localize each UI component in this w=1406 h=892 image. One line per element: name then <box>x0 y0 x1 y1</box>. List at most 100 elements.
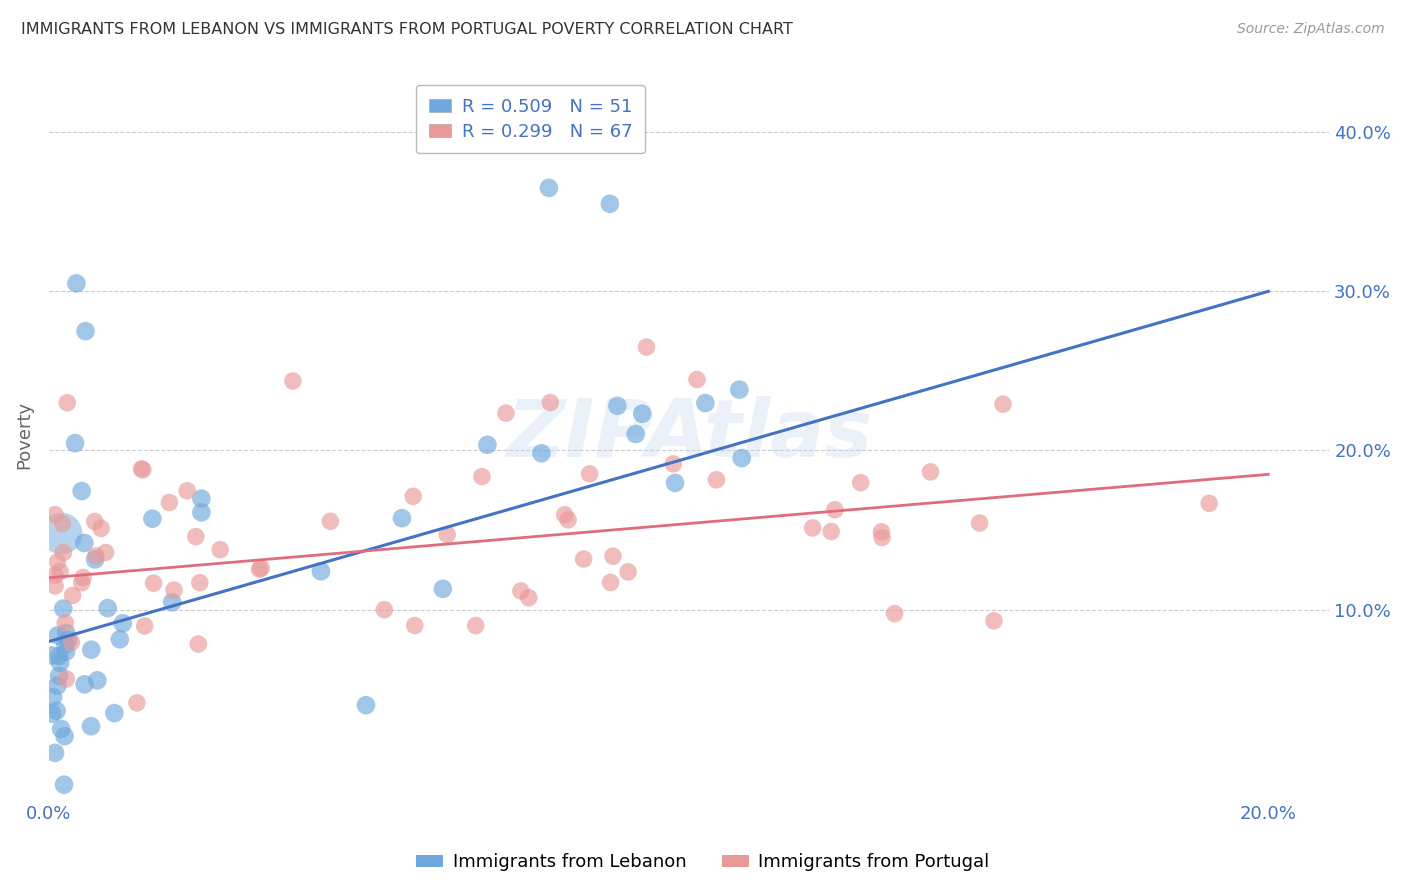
Point <box>686 373 709 387</box>
Point <box>870 524 893 539</box>
Point <box>250 561 273 575</box>
Point <box>73 677 96 691</box>
Point <box>354 698 377 713</box>
Point <box>883 607 905 621</box>
Point <box>249 562 271 576</box>
Point <box>578 467 600 481</box>
Point <box>94 545 117 559</box>
Point <box>471 469 494 483</box>
Point <box>70 484 93 499</box>
Point <box>402 489 425 503</box>
Point <box>824 502 846 516</box>
Point <box>134 619 156 633</box>
Point <box>53 615 76 630</box>
Point <box>44 568 66 582</box>
Point <box>983 614 1005 628</box>
Point <box>49 565 72 579</box>
Point <box>108 632 131 647</box>
Point <box>51 516 73 531</box>
Point <box>537 181 560 195</box>
Point <box>80 642 103 657</box>
Point <box>163 583 186 598</box>
Point <box>436 527 458 541</box>
Point <box>84 549 107 563</box>
Point <box>44 746 66 760</box>
Point <box>599 575 621 590</box>
Point <box>187 637 209 651</box>
Point <box>391 511 413 525</box>
Point <box>51 722 73 736</box>
Point <box>46 628 69 642</box>
Point <box>1198 496 1220 510</box>
Point <box>86 673 108 688</box>
Point <box>131 462 153 476</box>
Point <box>184 530 207 544</box>
Point <box>309 564 332 578</box>
Point <box>991 397 1014 411</box>
Point <box>631 407 654 421</box>
Legend: R = 0.509   N = 51, R = 0.299   N = 67: R = 0.509 N = 51, R = 0.299 N = 67 <box>416 85 645 153</box>
Point <box>65 277 87 291</box>
Point <box>870 531 893 545</box>
Point <box>599 196 621 211</box>
Point <box>53 729 76 743</box>
Point <box>209 542 232 557</box>
Point <box>404 618 426 632</box>
Point <box>52 545 75 559</box>
Y-axis label: Poverty: Poverty <box>15 401 32 468</box>
Point <box>801 521 824 535</box>
Point <box>636 340 658 354</box>
Point <box>90 521 112 535</box>
Point <box>53 778 76 792</box>
Point <box>42 690 65 705</box>
Point <box>432 582 454 596</box>
Point <box>52 601 75 615</box>
Point <box>41 706 63 721</box>
Point <box>464 618 486 632</box>
Point <box>477 438 499 452</box>
Point <box>554 508 576 522</box>
Point <box>538 395 561 409</box>
Point <box>142 576 165 591</box>
Point <box>624 427 647 442</box>
Point <box>111 616 134 631</box>
Point <box>51 526 73 541</box>
Point <box>125 696 148 710</box>
Point <box>103 706 125 720</box>
Point <box>728 383 751 397</box>
Point <box>319 514 342 528</box>
Point <box>72 570 94 584</box>
Point <box>41 648 63 663</box>
Point <box>664 475 686 490</box>
Point <box>849 475 872 490</box>
Point <box>62 589 84 603</box>
Point <box>920 465 942 479</box>
Point <box>176 483 198 498</box>
Point <box>60 635 83 649</box>
Point <box>46 679 69 693</box>
Point <box>84 552 107 566</box>
Point <box>160 595 183 609</box>
Point <box>557 513 579 527</box>
Point <box>695 396 717 410</box>
Point <box>820 524 842 539</box>
Point <box>190 491 212 506</box>
Point <box>83 515 105 529</box>
Point <box>141 511 163 525</box>
Point <box>530 446 553 460</box>
Point <box>617 565 640 579</box>
Point <box>517 591 540 605</box>
Point <box>97 601 120 615</box>
Point <box>53 638 76 652</box>
Point <box>80 719 103 733</box>
Point <box>572 552 595 566</box>
Point <box>509 584 531 599</box>
Point <box>55 625 77 640</box>
Point <box>132 463 155 477</box>
Point <box>281 374 304 388</box>
Point <box>662 457 685 471</box>
Point <box>44 508 66 522</box>
Text: Source: ZipAtlas.com: Source: ZipAtlas.com <box>1237 22 1385 37</box>
Point <box>48 669 70 683</box>
Point <box>602 549 624 563</box>
